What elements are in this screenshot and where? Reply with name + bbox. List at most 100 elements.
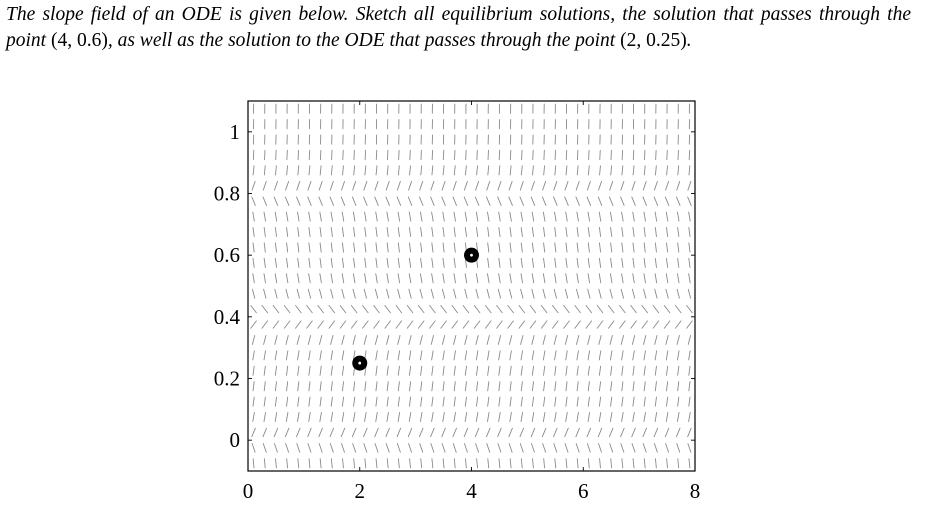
slope-segment [375, 165, 378, 176]
slope-segment [599, 381, 602, 392]
slope-segment [519, 427, 524, 438]
slope-segment [352, 180, 357, 191]
slope-segment [362, 320, 369, 329]
slope-segment [408, 211, 412, 222]
slope-segment [509, 381, 512, 392]
slope-segment [610, 257, 613, 268]
slope-segment [464, 257, 467, 268]
slope-segment [384, 320, 391, 329]
slope-segment [274, 381, 277, 392]
slope-segment [451, 305, 458, 314]
slope-segment [330, 288, 334, 299]
slope-segment [352, 412, 356, 423]
x-tick-label: 2 [355, 479, 366, 503]
slope-segment [599, 165, 601, 176]
slope-segment [553, 443, 558, 453]
slope-segment [654, 350, 658, 361]
slope-segment [364, 227, 367, 238]
slope-segment [308, 365, 311, 376]
slope-segment [542, 211, 546, 222]
slope-segment [587, 242, 590, 253]
slope-segment [643, 273, 646, 284]
slope-segment [632, 165, 635, 176]
slope-segment [598, 396, 602, 407]
slope-segment [531, 365, 535, 376]
slope-segment [486, 288, 490, 299]
slope-segment [509, 242, 512, 253]
slope-segment [319, 365, 322, 376]
slope-segment [476, 396, 479, 407]
slope-segment [575, 196, 580, 206]
slope-segment [575, 443, 580, 453]
slope-segment [453, 288, 457, 299]
slope-segment [497, 288, 502, 299]
slope-segment [262, 180, 267, 191]
y-tick-label: 0.6 [214, 243, 240, 267]
slope-segment [632, 273, 635, 284]
slope-segment [677, 381, 680, 392]
slope-segment [496, 305, 503, 314]
slope-segment [386, 288, 390, 299]
slope-segment [375, 350, 378, 361]
slope-segment [353, 227, 356, 238]
slope-segment [308, 273, 311, 284]
slope-segment [554, 350, 557, 361]
slope-segment [307, 196, 312, 206]
slope-segment [585, 305, 593, 314]
slope-segment [374, 180, 379, 191]
slope-segment [688, 365, 691, 376]
slope-segment [553, 180, 558, 191]
slope-segment [475, 443, 480, 453]
slope-segment [330, 335, 334, 345]
slope-segment [342, 165, 344, 176]
slope-segment [453, 412, 456, 423]
y-tick-label: 0 [230, 428, 241, 452]
slope-segment [286, 458, 289, 469]
slope-segment [319, 288, 323, 299]
slope-segment [487, 396, 490, 407]
slope-segment [509, 257, 512, 268]
slope-segment [419, 412, 423, 423]
slope-segment [420, 381, 423, 392]
slope-segment [621, 350, 624, 361]
slope-segment [576, 396, 579, 407]
slope-segment [542, 443, 547, 453]
slope-segment [587, 288, 591, 299]
slope-segment [687, 180, 692, 191]
slope-segment [474, 196, 480, 206]
slope-segment [431, 165, 434, 176]
slope-segment [553, 196, 558, 206]
slope-segment [430, 335, 434, 345]
slope-segment [520, 458, 523, 469]
slope-segment [643, 335, 647, 345]
slope-field [250, 103, 693, 469]
slope-segment [598, 412, 602, 423]
slope-segment [485, 320, 492, 329]
slope-segment [543, 165, 546, 176]
slope-segment [319, 335, 323, 345]
slope-segment [339, 305, 347, 314]
slope-segment [252, 273, 255, 284]
slope-segment [431, 458, 434, 469]
slope-segment [375, 211, 378, 222]
slope-segment [308, 381, 311, 392]
slope-segment [531, 288, 535, 299]
slope-segment [341, 227, 345, 238]
slope-segment [487, 257, 490, 268]
slope-segment [364, 242, 367, 253]
slope-segment [384, 305, 391, 314]
slope-segment [374, 196, 379, 206]
slope-segment [587, 165, 590, 176]
slope-segment [319, 165, 322, 176]
slope-segment [587, 335, 591, 345]
slope-segment [509, 335, 513, 345]
slope-segment [531, 412, 535, 423]
slope-segment [420, 396, 423, 407]
slope-segment [375, 227, 378, 238]
slope-segment [542, 288, 546, 299]
slope-segment [318, 180, 323, 191]
slope-segment [643, 458, 646, 469]
slope-segment [328, 320, 336, 329]
slope-segment [442, 350, 445, 361]
slope-segment [430, 180, 435, 191]
